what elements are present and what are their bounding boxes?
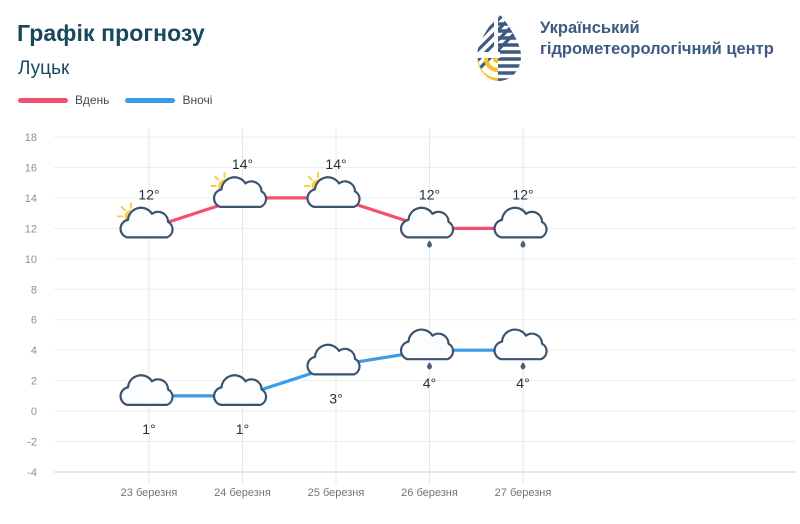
- x-tick-label: 23 березня: [121, 487, 178, 499]
- data-point-day-1[interactable]: 12°: [116, 186, 174, 239]
- data-point-day-5[interactable]: 12°: [493, 186, 548, 248]
- organization-logo-block: Український гідрометеорологічний центр: [470, 10, 780, 86]
- legend-swatch-day: [18, 97, 68, 103]
- data-point-day-3[interactable]: 14°: [303, 156, 361, 209]
- y-axis-tick-labels: 18 16 14 12 10 8 6 4 2 0 -2 -4: [25, 132, 37, 479]
- y-tick-label: 10: [25, 254, 37, 266]
- horizontal-gridlines: [54, 136, 796, 473]
- rain-drop-shape: [520, 240, 526, 248]
- legend-item-night[interactable]: Вночі: [125, 93, 212, 107]
- chart-legend: Вдень Вночі: [18, 93, 212, 107]
- data-point-markers: 12° 14° 14° 12° 12° 1° 1° 3° 4° 4°: [116, 156, 548, 437]
- rain-drop-shape: [520, 362, 526, 370]
- y-tick-label: 2: [31, 376, 37, 388]
- rain-drop-shape: [427, 362, 432, 370]
- page-title: Графік прогнозу: [17, 20, 205, 46]
- data-point-label: 12°: [419, 186, 440, 202]
- legend-label-night: Вночі: [182, 93, 213, 107]
- cloud-shape: [399, 328, 455, 361]
- sun-shape: [311, 179, 325, 193]
- data-point-label: 4°: [516, 375, 529, 391]
- sun-shape: [124, 209, 138, 223]
- organization-name: Український гідрометеорологічний центр: [540, 19, 774, 59]
- x-tick-label: 27 березня: [495, 487, 552, 499]
- legend-item-day[interactable]: Вдень: [18, 93, 109, 107]
- moon-shape: [313, 342, 325, 363]
- y-tick-label: -4: [27, 467, 37, 479]
- cloud-shape: [399, 206, 455, 239]
- series-lines: [147, 196, 525, 398]
- data-point-day-4[interactable]: 12°: [399, 186, 455, 248]
- x-axis-tick-labels: 23 березня 24 березня 25 березня 26 березня…: [121, 487, 552, 499]
- data-point-label: 14°: [232, 156, 253, 172]
- legend-swatch-night: [125, 97, 176, 103]
- data-point-label: 3°: [329, 390, 342, 406]
- cloud-shape: [306, 343, 361, 376]
- y-tick-label: 6: [31, 315, 37, 327]
- data-point-night-3[interactable]: 3°: [306, 342, 361, 406]
- y-tick-label: 4: [31, 345, 37, 357]
- cloud-shape: [493, 328, 548, 361]
- x-tick-label: 25 березня: [308, 487, 365, 499]
- vertical-gridlines: [148, 129, 524, 484]
- data-point-day-2[interactable]: 14°: [210, 156, 268, 209]
- y-tick-label: 16: [25, 162, 37, 174]
- cloud-shape: [212, 374, 268, 406]
- y-tick-label: 0: [31, 406, 37, 418]
- data-point-night-4[interactable]: 4°: [399, 328, 455, 392]
- moon-shape: [220, 372, 232, 393]
- series-line-night: [147, 348, 525, 398]
- x-tick-label: 26 березня: [401, 487, 458, 499]
- y-tick-label: 14: [25, 193, 37, 205]
- cloud-shape: [306, 176, 361, 209]
- legend-label-day: Вдень: [75, 93, 110, 107]
- x-tick-label: 24 березня: [214, 487, 271, 499]
- city-name: Луцьк: [18, 58, 70, 79]
- data-point-label: 12°: [138, 186, 159, 202]
- cloud-shape: [212, 176, 268, 209]
- rain-drop-shape: [427, 240, 432, 248]
- chart-header: Графік прогнозу Луцьк Вдень Вночі: [0, 0, 800, 120]
- water-droplet-logo-icon: [474, 10, 524, 84]
- data-point-label: 4°: [423, 375, 436, 391]
- y-tick-label: 8: [31, 284, 37, 296]
- data-point-label: 1°: [236, 421, 249, 437]
- cloud-shape: [119, 374, 174, 406]
- data-point-night-2[interactable]: 1°: [212, 372, 268, 437]
- data-point-label: 1°: [142, 421, 155, 437]
- data-point-night-5[interactable]: 4°: [493, 328, 548, 392]
- y-tick-label: 12: [25, 223, 37, 235]
- data-point-night-1[interactable]: 1°: [119, 372, 174, 437]
- data-point-label: 14°: [325, 156, 346, 172]
- sun-shape: [218, 179, 231, 193]
- cloud-shape: [119, 206, 174, 239]
- y-tick-label: -2: [27, 437, 37, 449]
- moon-shape: [126, 372, 138, 393]
- y-tick-label: 18: [25, 132, 37, 144]
- data-point-label: 12°: [512, 186, 533, 202]
- cloud-shape: [493, 206, 548, 239]
- series-line-day: [147, 196, 525, 230]
